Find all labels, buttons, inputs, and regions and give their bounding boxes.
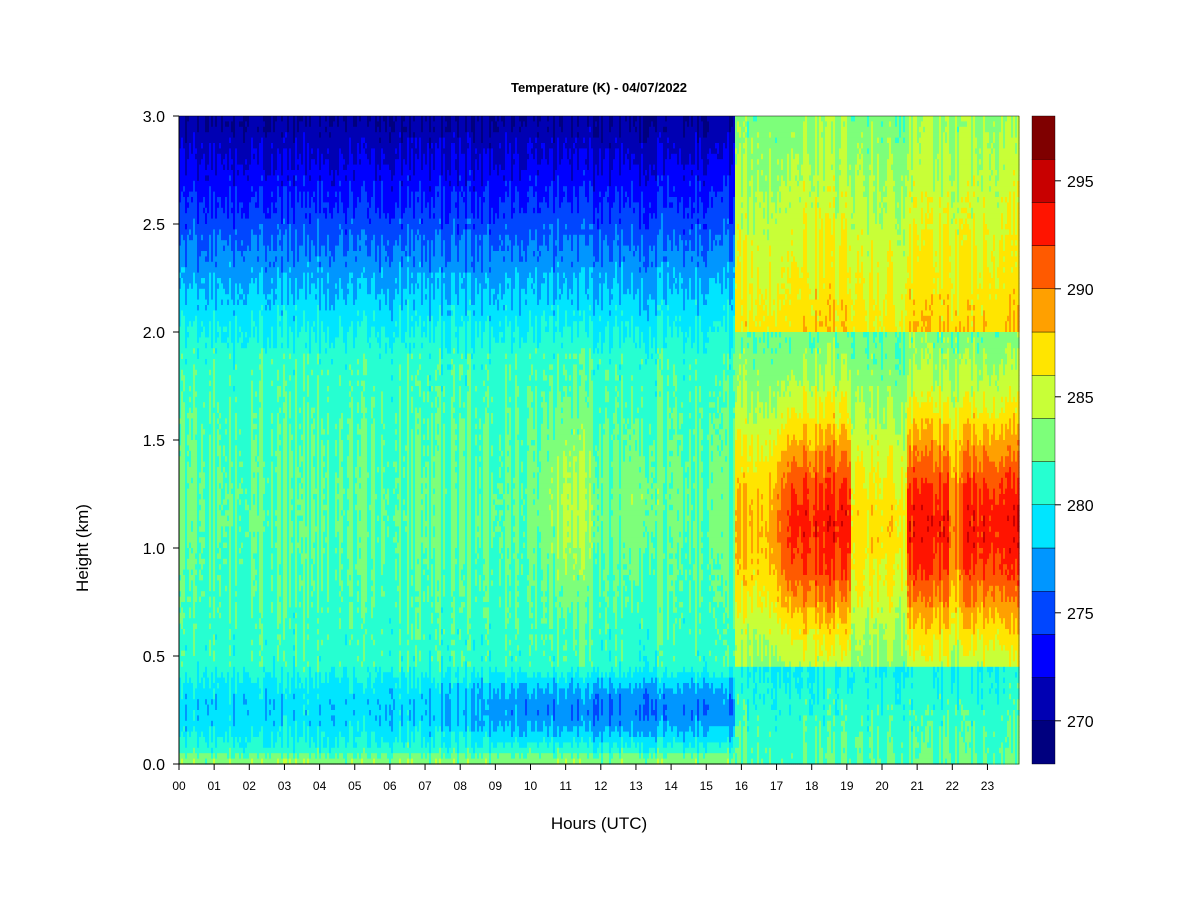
plot-area — [179, 116, 1020, 765]
chart-title: Temperature (K) - 04/07/2022 — [511, 80, 687, 95]
